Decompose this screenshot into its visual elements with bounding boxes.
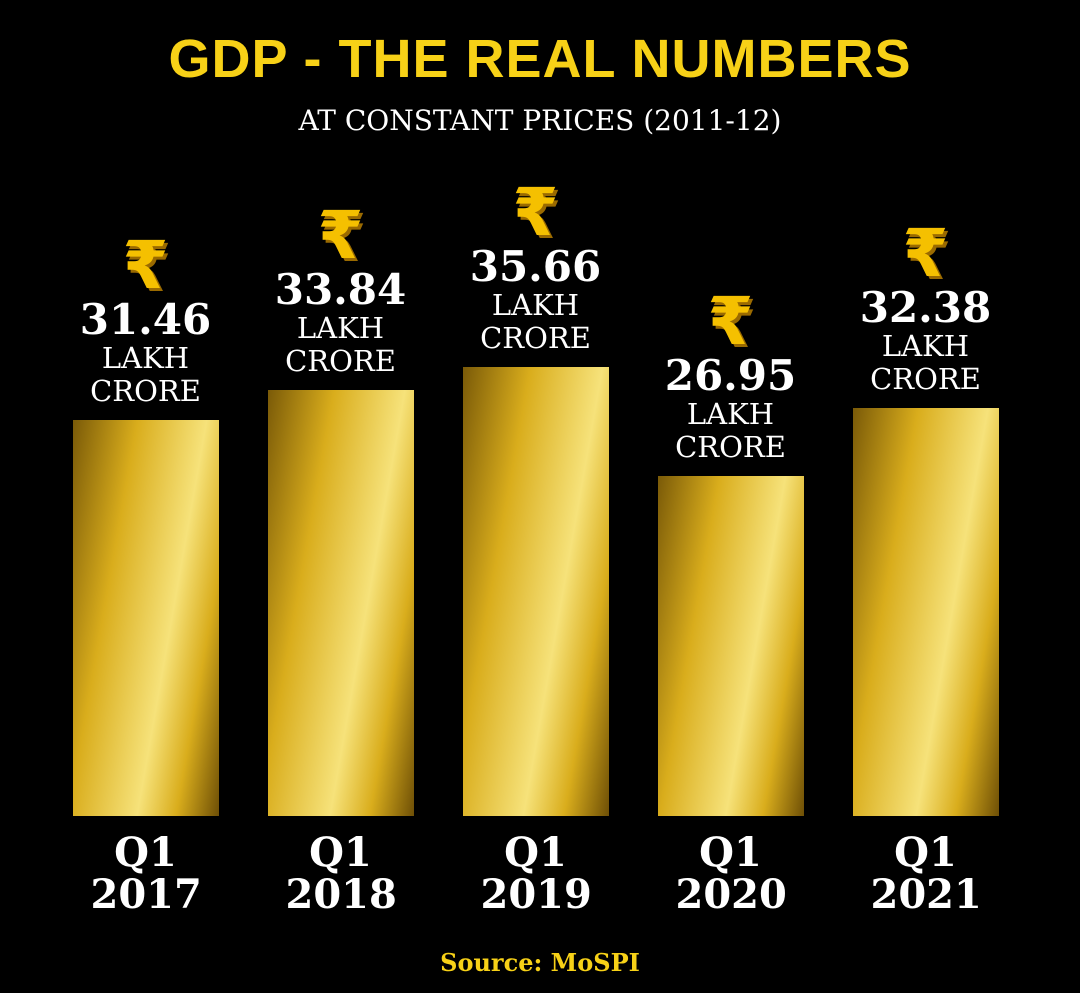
bar: [462, 366, 609, 816]
value-unit: LAKH CRORE: [675, 397, 786, 465]
x-tick-label: Q1 2021: [870, 829, 982, 918]
currency-icon: ₹: [317, 196, 364, 274]
currency-icon: ₹: [902, 215, 949, 293]
value-unit: LAKH CRORE: [285, 310, 396, 378]
value-label-group: ₹33.84 LAKH CRORE: [246, 196, 436, 378]
value-label-group: ₹35.66 LAKH CRORE: [441, 173, 631, 355]
currency-icon: ₹: [707, 283, 754, 361]
x-tick-label: Q1 2018: [285, 829, 397, 918]
chart-title: GDP - THE REAL NUMBERS: [168, 29, 912, 89]
bar: [72, 419, 219, 816]
chart-subtitle: AT CONSTANT PRICES (2011-12): [298, 104, 782, 137]
x-tick-label: Q1 2019: [480, 829, 592, 918]
x-tick-label: Q1 2017: [90, 829, 202, 918]
value-label-group: ₹31.46 LAKH CRORE: [51, 226, 241, 408]
value-unit: LAKH CRORE: [870, 329, 981, 397]
value-label: 33.84: [274, 264, 407, 314]
currency-icon: ₹: [512, 173, 559, 251]
source-note: Source: MoSPI: [440, 948, 640, 977]
value-unit: LAKH CRORE: [480, 287, 591, 355]
value-label: 31.46: [79, 294, 212, 344]
value-label: 32.38: [859, 283, 992, 333]
bar: [267, 389, 414, 816]
value-unit: LAKH CRORE: [90, 340, 201, 408]
value-label: 26.95: [664, 351, 797, 401]
bar: [852, 408, 999, 816]
bar: [657, 476, 804, 816]
value-label: 35.66: [469, 241, 602, 291]
currency-icon: ₹: [122, 226, 169, 304]
x-tick-label: Q1 2020: [675, 829, 787, 918]
value-label-group: ₹26.95 LAKH CRORE: [636, 283, 826, 465]
value-label-group: ₹32.38 LAKH CRORE: [831, 215, 1021, 397]
